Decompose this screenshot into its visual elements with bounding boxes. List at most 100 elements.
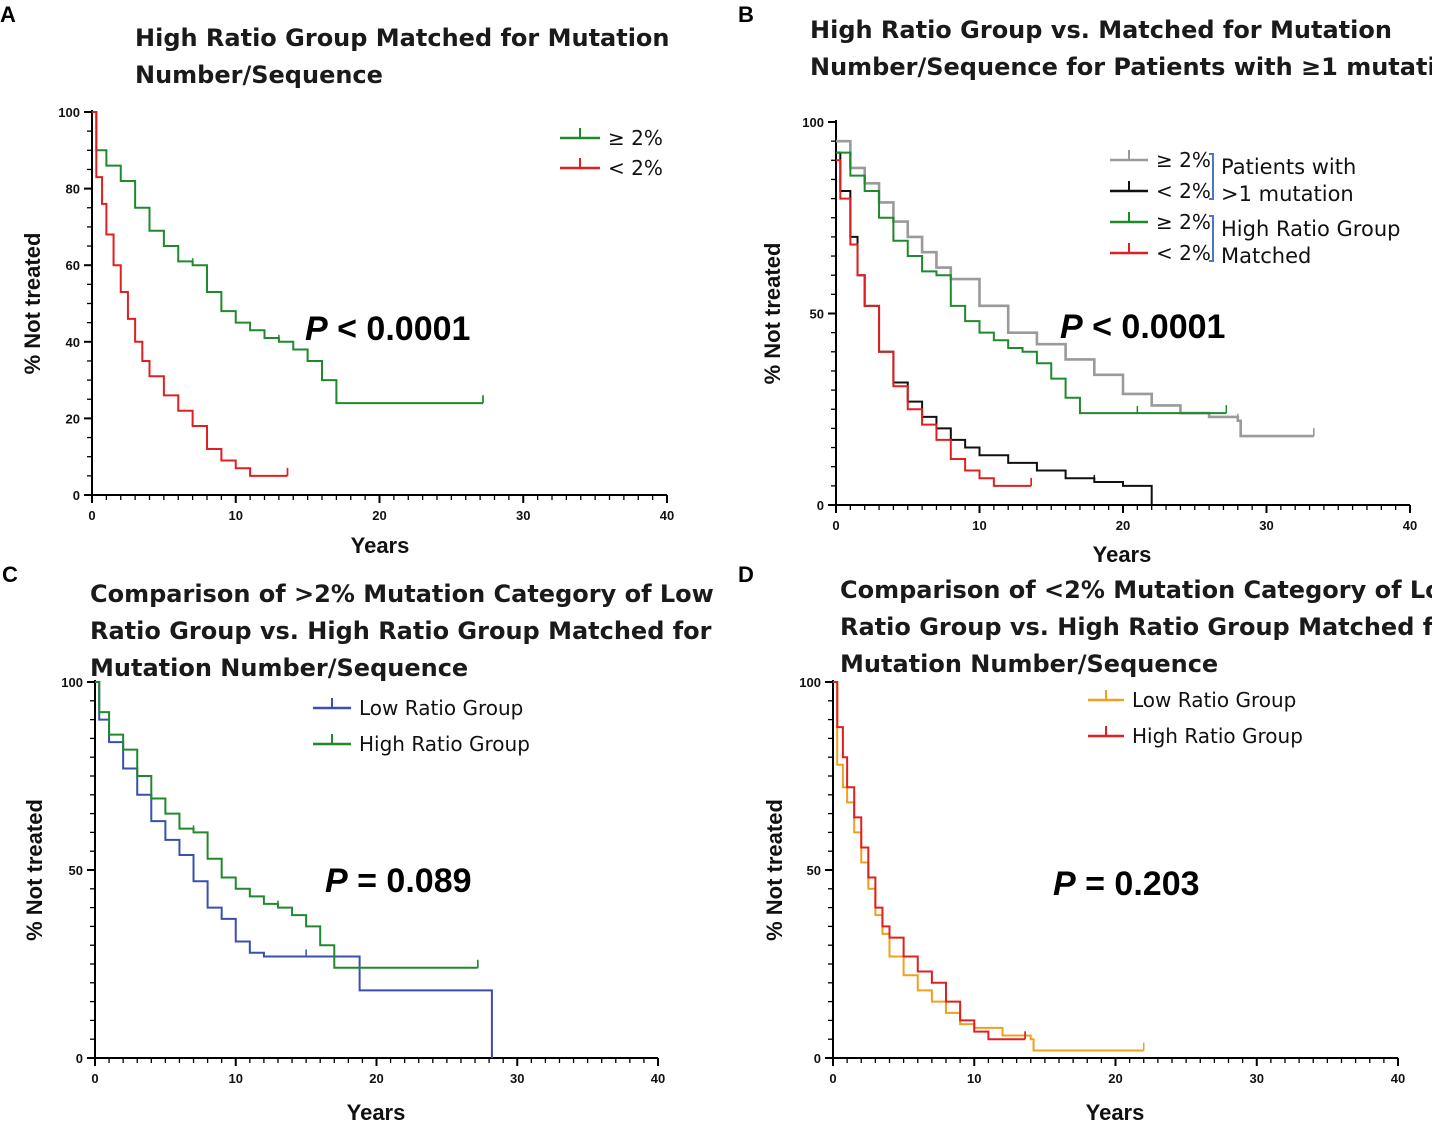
chart-title-line: Ratio Group vs. High Ratio Group Matched…	[840, 613, 1432, 641]
y-axis-label: % Not treated	[20, 233, 45, 375]
x-tick-label: 20	[1108, 1071, 1122, 1086]
legend-label: ≥ 2%	[1156, 210, 1211, 234]
panel-label: D	[738, 562, 754, 587]
legend-label: < 2%	[1156, 179, 1211, 203]
chart-title-line: Comparison of <2% Mutation Category of L…	[840, 576, 1432, 604]
p-value: P = 0.089	[325, 862, 472, 900]
p-value: P = 0.203	[1053, 865, 1200, 903]
legend: ≥ 2% < 2% ≥ 2% < 2% Patients with >1 mutation…	[1110, 148, 1400, 268]
x-axis-label: Years	[1086, 1100, 1145, 1125]
legend-label: Low Ratio Group	[359, 696, 523, 720]
legend-label: < 2%	[608, 156, 663, 180]
chart-title-line: Number/Sequence for Patients with ≥1 mut…	[810, 53, 1432, 81]
x-tick-label: 10	[972, 518, 986, 533]
x-tick-label: 30	[1259, 518, 1273, 533]
legend: ≥ 2% < 2%	[560, 126, 663, 180]
y-tick-label: 40	[66, 335, 80, 350]
x-tick-label: 10	[229, 1071, 243, 1086]
legend-group-label: High Ratio Group	[1221, 217, 1400, 241]
y-tick-label: 0	[73, 488, 80, 503]
y-tick-label: 100	[802, 115, 824, 130]
y-tick-label: 50	[69, 863, 83, 878]
p-value: P < 0.0001	[305, 310, 470, 348]
y-tick-label: 80	[66, 182, 80, 197]
legend-group-label: Patients with	[1221, 155, 1356, 179]
chart-title-line: Number/Sequence	[135, 61, 383, 89]
legend-group-bracket	[1209, 153, 1214, 200]
chart-title-line: Ratio Group vs. High Ratio Group Matched…	[90, 617, 712, 645]
x-tick-label: 40	[1391, 1071, 1405, 1086]
y-axis-label: % Not treated	[22, 799, 47, 941]
x-tick-label: 20	[372, 508, 386, 523]
y-tick-label: 50	[807, 863, 821, 878]
p-value-text: = 0.089	[348, 862, 472, 900]
panel-label: A	[0, 2, 16, 27]
legend: Low Ratio Group High Ratio Group	[313, 696, 530, 756]
x-tick-label: 40	[1403, 518, 1417, 533]
x-tick-label: 10	[967, 1071, 981, 1086]
series-line-red	[833, 681, 1026, 1041]
p-value-text: < 0.0001	[328, 310, 471, 348]
p-value-symbol: P	[325, 862, 348, 900]
y-tick-label: 20	[66, 411, 80, 426]
series-line-green	[836, 151, 1227, 415]
x-tick-label: 40	[660, 508, 674, 523]
series-line-green	[92, 111, 483, 405]
p-value: P < 0.0001	[1060, 308, 1225, 346]
legend-label: Low Ratio Group	[1132, 688, 1296, 712]
panel-c: C Comparison of >2% Mutation Category of …	[2, 562, 714, 1125]
series-line-red	[92, 111, 288, 477]
y-tick-label: 100	[58, 105, 80, 120]
x-tick-label: 20	[1116, 518, 1130, 533]
p-value-symbol: P	[1053, 865, 1076, 903]
x-axis-label: Years	[1093, 542, 1152, 567]
panel-d: D Comparison of <2% Mutation Category of …	[738, 562, 1432, 1125]
chart-title-line: Mutation Number/Sequence	[840, 650, 1218, 678]
x-axis-label: Years	[347, 1100, 406, 1125]
legend-label: ≥ 2%	[1156, 148, 1211, 172]
series-line-red	[836, 159, 1032, 487]
panel-label: C	[2, 562, 18, 587]
legend-group-label: >1 mutation	[1221, 182, 1354, 206]
x-tick-label: 30	[510, 1071, 524, 1086]
chart-title-line: Mutation Number/Sequence	[90, 654, 468, 682]
chart-title-line: High Ratio Group vs. Matched for Mutatio…	[810, 16, 1392, 44]
x-tick-label: 0	[829, 1071, 836, 1086]
legend-label: High Ratio Group	[359, 732, 530, 756]
series-line-green	[95, 681, 478, 969]
panel-label: B	[738, 2, 754, 27]
p-value-text: = 0.203	[1076, 865, 1200, 903]
y-tick-label: 60	[66, 258, 80, 273]
panel-a: A High Ratio Group Matched for Mutation Nu…	[0, 2, 674, 558]
y-axis-label: % Not treated	[760, 243, 785, 385]
y-tick-label: 0	[814, 1051, 821, 1066]
legend-label: ≥ 2%	[608, 126, 663, 150]
legend-label: < 2%	[1156, 241, 1211, 265]
x-tick-label: 30	[1250, 1071, 1264, 1086]
chart-title-line: Comparison of >2% Mutation Category of L…	[90, 580, 714, 608]
legend-group-bracket	[1209, 215, 1214, 262]
x-axis-label: Years	[351, 533, 410, 558]
x-tick-label: 30	[516, 508, 530, 523]
chart-title-line: High Ratio Group Matched for Mutation	[135, 24, 670, 52]
legend-group-label: Matched	[1221, 244, 1311, 268]
p-value-text: < 0.0001	[1083, 308, 1226, 346]
y-tick-label: 100	[799, 675, 821, 690]
x-tick-label: 40	[651, 1071, 665, 1086]
y-tick-label: 100	[61, 675, 83, 690]
legend: Low Ratio Group High Ratio Group	[1088, 688, 1303, 748]
y-axis-label: % Not treated	[762, 799, 787, 941]
legend-label: High Ratio Group	[1132, 724, 1303, 748]
y-tick-label: 0	[817, 498, 824, 513]
x-tick-label: 0	[88, 508, 95, 523]
x-tick-label: 20	[369, 1071, 383, 1086]
p-value-symbol: P	[305, 310, 328, 348]
y-tick-label: 0	[76, 1051, 83, 1066]
panel-b: B High Ratio Group vs. Matched for Mutati…	[738, 2, 1432, 567]
series-line-orange	[833, 681, 1144, 1052]
p-value-symbol: P	[1060, 308, 1083, 346]
x-tick-label: 10	[229, 508, 243, 523]
x-tick-label: 0	[91, 1071, 98, 1086]
y-tick-label: 50	[810, 307, 824, 322]
